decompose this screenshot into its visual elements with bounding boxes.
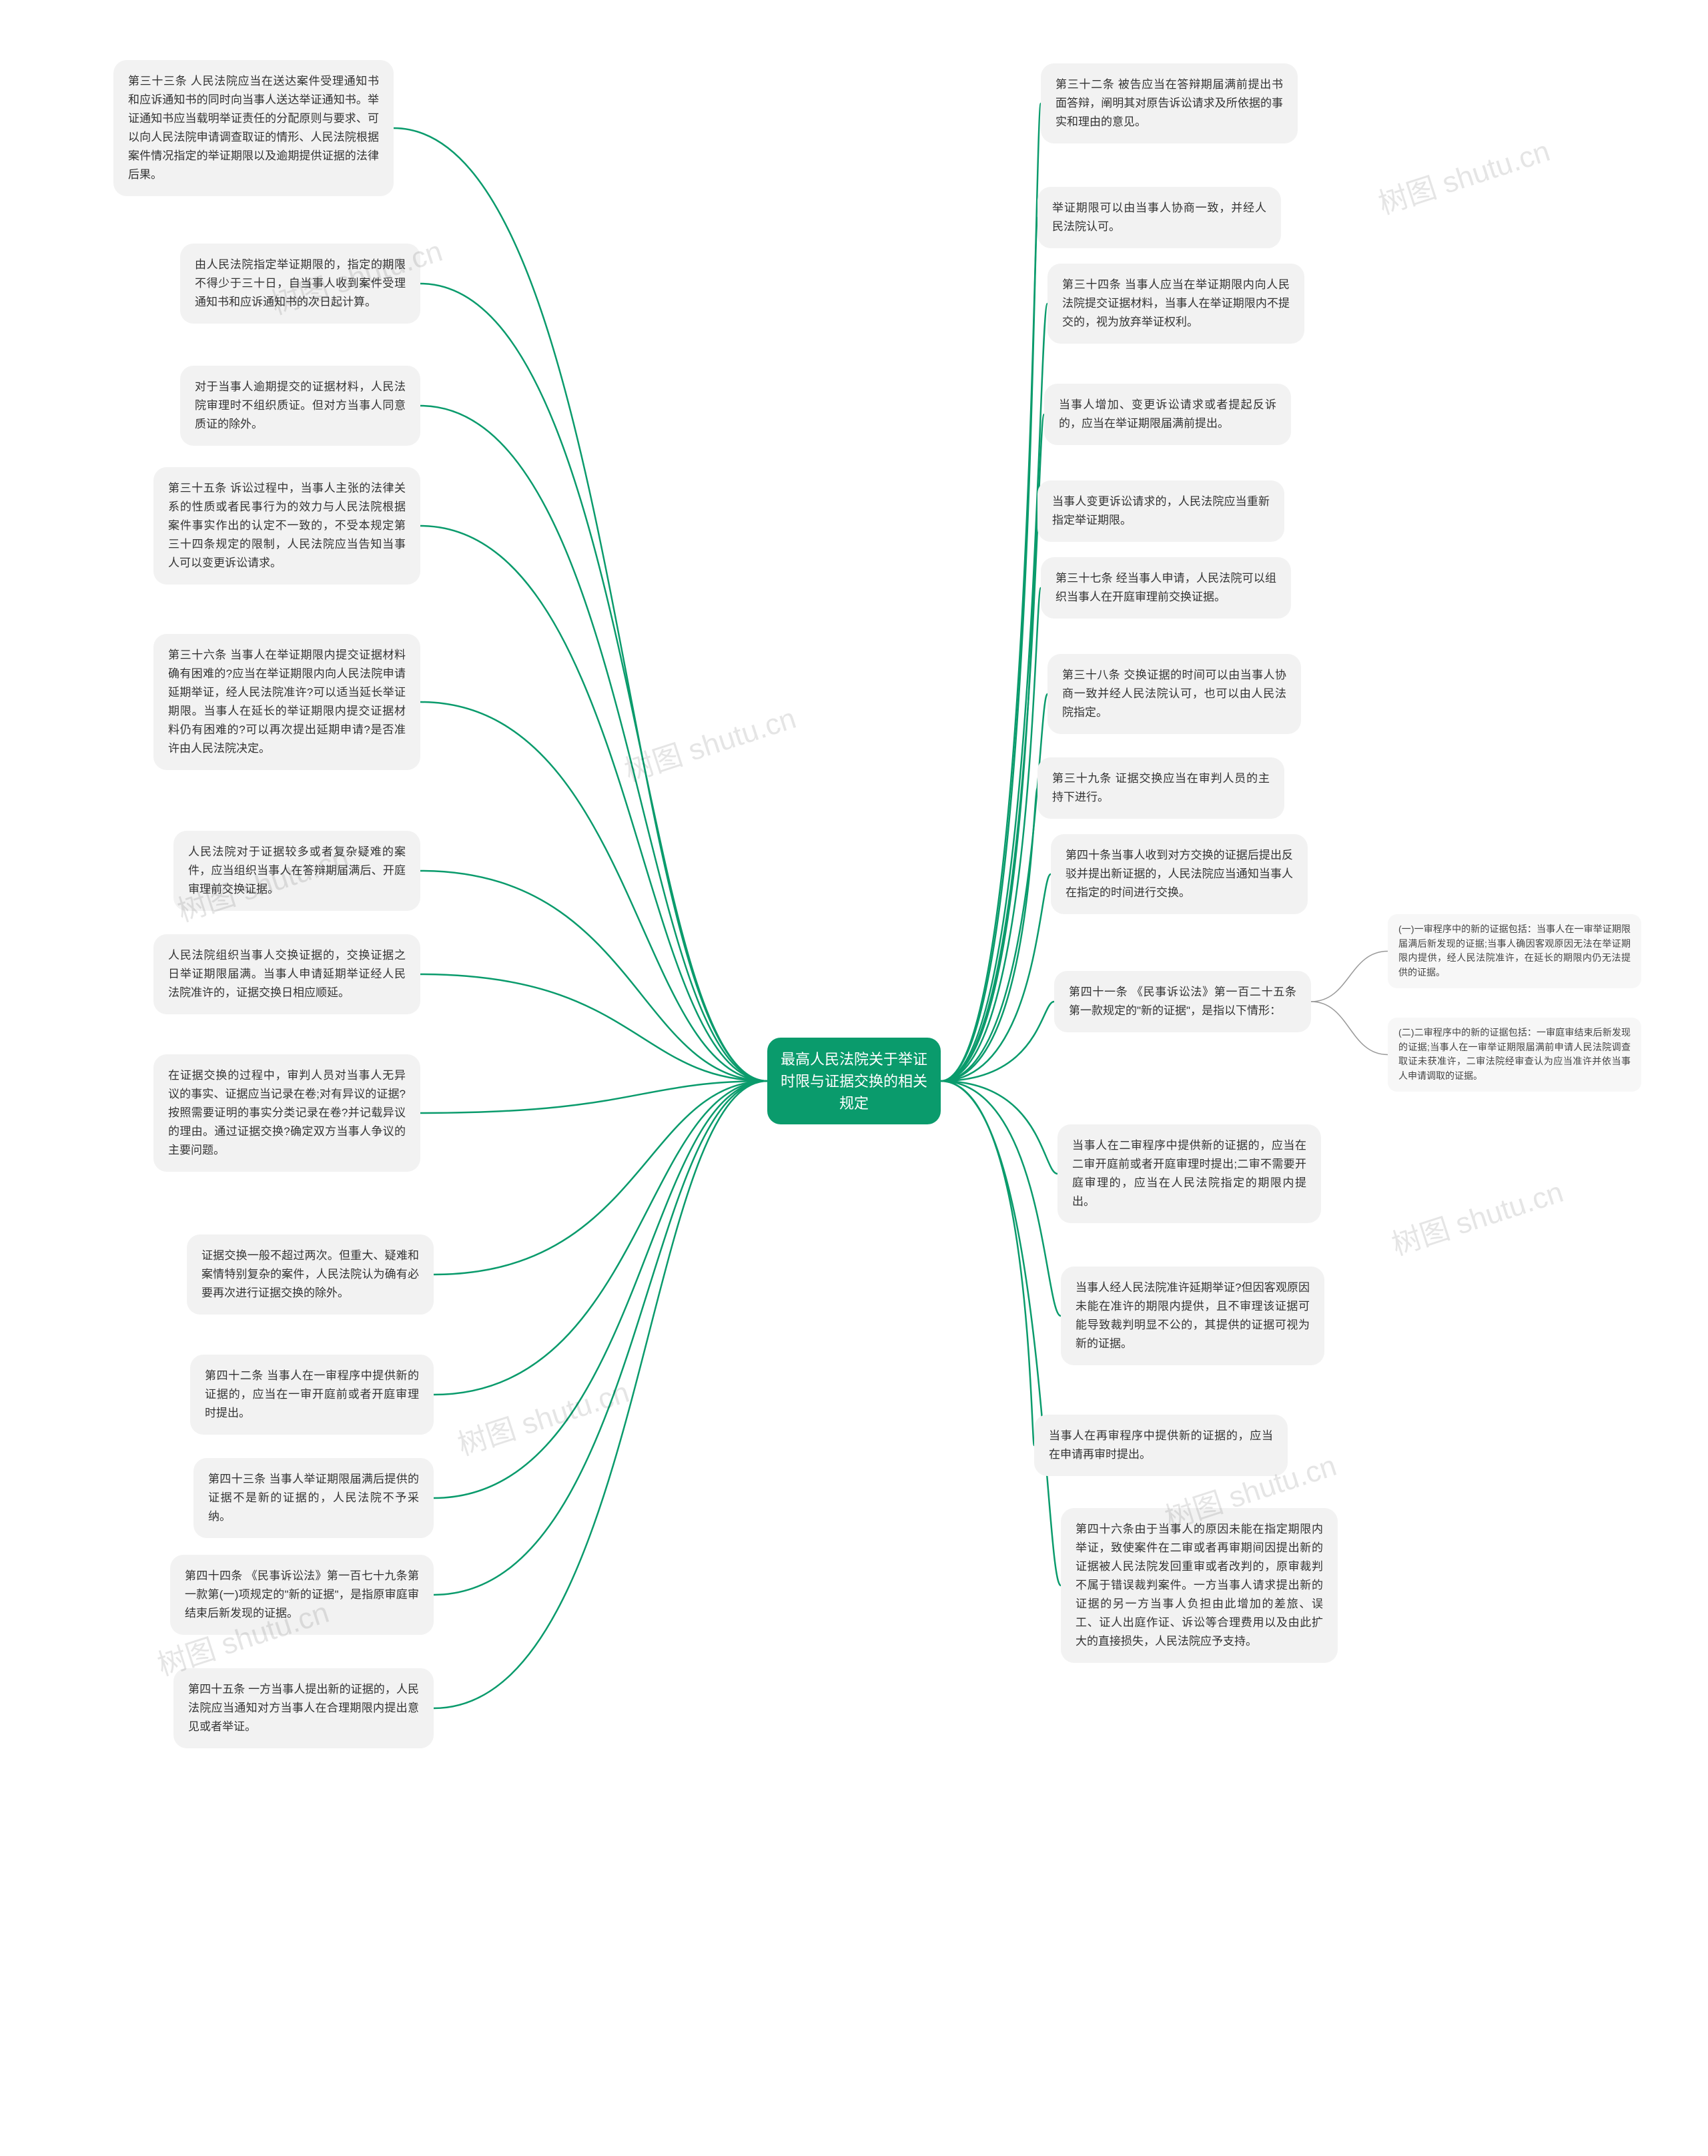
watermark: 树图 shutu.cn	[1386, 1168, 1568, 1263]
branch-node: 在证据交换的过程中，审判人员对当事人无异议的事实、证据应当记录在卷;对有异议的证…	[153, 1054, 420, 1172]
branch-label: 第四十一条 《民事诉讼法》第一百二十五条第一款规定的"新的证据"，是指以下情形：	[1069, 986, 1296, 1017]
branch-node: 第四十五条 一方当事人提出新的证据的，人民法院应当通知对方当事人在合理期限内提出…	[173, 1668, 434, 1748]
branch-node: 第四十三条 当事人举证期限届满后提供的证据不是新的证据的，人民法院不予采纳。	[193, 1458, 434, 1538]
branch-label: 证据交换一般不超过两次。但重大、疑难和案情特别复杂的案件，人民法院认为确有必要再…	[201, 1249, 419, 1299]
branch-node: 证据交换一般不超过两次。但重大、疑难和案情特别复杂的案件，人民法院认为确有必要再…	[187, 1234, 434, 1315]
branch-node: 第三十七条 经当事人申请，人民法院可以组织当事人在开庭审理前交换证据。	[1041, 557, 1291, 619]
watermark: 树图 shutu.cn	[452, 1368, 634, 1463]
branch-label: 第三十五条 诉讼过程中，当事人主张的法律关系的性质或者民事行为的效力与人民法院根…	[168, 482, 406, 569]
branch-node: 第四十条当事人收到对方交换的证据后提出反驳并提出新证据的，人民法院应当通知当事人…	[1051, 834, 1308, 914]
branch-node: 由人民法院指定举证期限的，指定的期限不得少于三十日，自当事人收到案件受理通知书和…	[180, 244, 420, 324]
branch-label: 人民法院对于证据较多或者复杂疑难的案件，应当组织当事人在答辩期届满后、开庭审理前…	[188, 845, 406, 895]
branch-label: 第三十六条 当事人在举证期限内提交证据材料确有困难的?应当在举证期限内向人民法院…	[168, 649, 406, 755]
branch-node: 第四十四条 《民事诉讼法》第一百七十九条第一款第(一)项规定的"新的证据"，是指…	[170, 1555, 434, 1635]
branch-node: 当事人变更诉讼请求的，人民法院应当重新指定举证期限。	[1037, 480, 1284, 542]
branch-label: 在证据交换的过程中，审判人员对当事人无异议的事实、证据应当记录在卷;对有异议的证…	[168, 1069, 406, 1156]
branch-node: 第三十五条 诉讼过程中，当事人主张的法律关系的性质或者民事行为的效力与人民法院根…	[153, 467, 420, 585]
branch-node: 当事人增加、变更诉讼请求或者提起反诉的，应当在举证期限届满前提出。	[1044, 384, 1291, 445]
branch-node: 人民法院对于证据较多或者复杂疑难的案件，应当组织当事人在答辩期届满后、开庭审理前…	[173, 831, 420, 911]
watermark: 树图 shutu.cn	[618, 694, 801, 789]
branch-label: 第四十二条 当事人在一审程序中提供新的证据的，应当在一审开庭前或者开庭审理时提出…	[205, 1369, 419, 1419]
sub-node: (二)二审程序中的新的证据包括：一审庭审结束后新发现的证据;当事人在一审举证期限…	[1388, 1018, 1641, 1092]
branch-node: 第四十六条由于当事人的原因未能在指定期限内举证，致使案件在二审或者再审期间因提出…	[1061, 1508, 1338, 1663]
branch-label: 第四十六条由于当事人的原因未能在指定期限内举证，致使案件在二审或者再审期间因提出…	[1076, 1523, 1323, 1648]
sub-label: (二)二审程序中的新的证据包括：一审庭审结束后新发现的证据;当事人在一审举证期限…	[1398, 1027, 1631, 1081]
branch-label: 第三十八条 交换证据的时间可以由当事人协商一致并经人民法院认可，也可以由人民法院…	[1062, 669, 1286, 719]
branch-label: 当事人在再审程序中提供新的证据的，应当在申请再审时提出。	[1049, 1429, 1273, 1461]
branch-label: 第三十三条 人民法院应当在送达案件受理通知书和应诉通知书的同时向当事人送达举证通…	[128, 75, 379, 181]
branch-label: 第三十四条 当事人应当在举证期限内向人民法院提交证据材料，当事人在举证期限内不提…	[1062, 278, 1290, 328]
branch-label: 当事人增加、变更诉讼请求或者提起反诉的，应当在举证期限届满前提出。	[1059, 398, 1276, 430]
branch-label: 第四十五条 一方当事人提出新的证据的，人民法院应当通知对方当事人在合理期限内提出…	[188, 1683, 419, 1733]
branch-label: 人民法院组织当事人交换证据的，交换证据之日举证期限届满。当事人申请延期举证经人民…	[168, 949, 406, 999]
branch-node: 当事人在二审程序中提供新的证据的，应当在二审开庭前或者开庭审理时提出;二审不需要…	[1057, 1124, 1321, 1223]
branch-node: 第三十四条 当事人应当在举证期限内向人民法院提交证据材料，当事人在举证期限内不提…	[1047, 264, 1304, 344]
center-label: 最高人民法院关于举证时限与证据交换的相关规定	[781, 1048, 927, 1114]
branch-node: 第三十三条 人民法院应当在送达案件受理通知书和应诉通知书的同时向当事人送达举证通…	[113, 60, 394, 196]
branch-node: 第三十八条 交换证据的时间可以由当事人协商一致并经人民法院认可，也可以由人民法院…	[1047, 654, 1301, 734]
branch-label: 当事人在二审程序中提供新的证据的，应当在二审开庭前或者开庭审理时提出;二审不需要…	[1072, 1139, 1306, 1208]
branch-node: 当事人经人民法院准许延期举证?但因客观原因未能在准许的期限内提供，且不审理该证据…	[1061, 1267, 1324, 1365]
branch-node: 当事人在再审程序中提供新的证据的，应当在申请再审时提出。	[1034, 1415, 1288, 1476]
branch-label: 第三十二条 被告应当在答辩期届满前提出书面答辩，阐明其对原告诉讼请求及所依据的事…	[1055, 78, 1283, 128]
branch-node: 人民法院组织当事人交换证据的，交换证据之日举证期限届满。当事人申请延期举证经人民…	[153, 934, 420, 1014]
branch-label: 当事人经人民法院准许延期举证?但因客观原因未能在准许的期限内提供，且不审理该证据…	[1076, 1281, 1310, 1350]
branch-node: 对于当事人逾期提交的证据材料，人民法院审理时不组织质证。但对方当事人同意质证的除…	[180, 366, 420, 446]
branch-node: 第四十一条 《民事诉讼法》第一百二十五条第一款规定的"新的证据"，是指以下情形：	[1054, 971, 1311, 1032]
branch-label: 对于当事人逾期提交的证据材料，人民法院审理时不组织质证。但对方当事人同意质证的除…	[195, 380, 406, 430]
branch-label: 举证期限可以由当事人协商一致，并经人民法院认可。	[1052, 202, 1266, 233]
branch-node: 第三十六条 当事人在举证期限内提交证据材料确有困难的?应当在举证期限内向人民法院…	[153, 634, 420, 770]
branch-label: 当事人变更诉讼请求的，人民法院应当重新指定举证期限。	[1052, 495, 1270, 526]
branch-label: 第三十九条 证据交换应当在审判人员的主持下进行。	[1052, 772, 1270, 803]
branch-label: 第三十七条 经当事人申请，人民法院可以组织当事人在开庭审理前交换证据。	[1055, 572, 1276, 603]
branch-node: 第三十九条 证据交换应当在审判人员的主持下进行。	[1037, 757, 1284, 819]
sub-label: (一)一审程序中的新的证据包括：当事人在一审举证期限届满后新发现的证据;当事人确…	[1398, 924, 1631, 978]
branch-label: 由人民法院指定举证期限的，指定的期限不得少于三十日，自当事人收到案件受理通知书和…	[195, 258, 406, 308]
branch-label: 第四十三条 当事人举证期限届满后提供的证据不是新的证据的，人民法院不予采纳。	[208, 1473, 419, 1523]
branch-label: 第四十四条 《民事诉讼法》第一百七十九条第一款第(一)项规定的"新的证据"，是指…	[185, 1569, 419, 1620]
center-node: 最高人民法院关于举证时限与证据交换的相关规定	[767, 1038, 941, 1124]
branch-node: 第四十二条 当事人在一审程序中提供新的证据的，应当在一审开庭前或者开庭审理时提出…	[190, 1355, 434, 1435]
branch-node: 举证期限可以由当事人协商一致，并经人民法院认可。	[1037, 187, 1281, 248]
sub-node: (一)一审程序中的新的证据包括：当事人在一审举证期限届满后新发现的证据;当事人确…	[1388, 914, 1641, 988]
branch-node: 第三十二条 被告应当在答辩期届满前提出书面答辩，阐明其对原告诉讼请求及所依据的事…	[1041, 63, 1298, 143]
branch-label: 第四十条当事人收到对方交换的证据后提出反驳并提出新证据的，人民法院应当通知当事人…	[1065, 849, 1293, 899]
watermark: 树图 shutu.cn	[1372, 127, 1555, 222]
